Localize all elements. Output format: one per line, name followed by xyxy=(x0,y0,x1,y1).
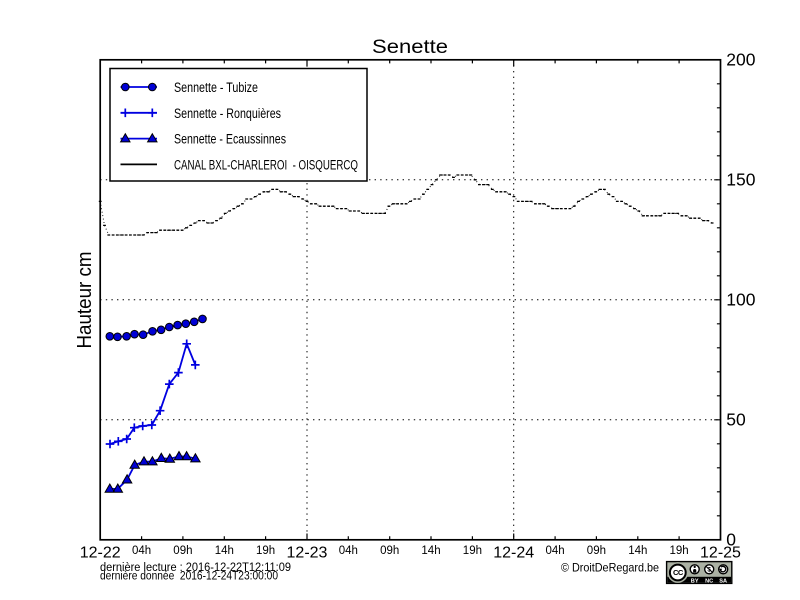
svg-text:0: 0 xyxy=(726,529,736,549)
svg-text:dernière donnée 2016-12-24T23: dernière donnée 2016-12-24T23:00:00 xyxy=(100,571,278,583)
svg-text:12-23: 12-23 xyxy=(287,545,328,562)
svg-text:NC: NC xyxy=(705,578,713,584)
svg-text:04h: 04h xyxy=(132,545,151,557)
svg-text:19h: 19h xyxy=(463,545,482,557)
svg-text:09h: 09h xyxy=(173,545,192,557)
svg-text:SA: SA xyxy=(719,578,727,584)
svg-text:09h: 09h xyxy=(380,545,399,557)
svg-text:04h: 04h xyxy=(339,545,358,557)
svg-text:14h: 14h xyxy=(421,545,440,557)
svg-text:Sennette - Tubize: Sennette - Tubize xyxy=(174,80,258,95)
svg-text:Hauteur cm: Hauteur cm xyxy=(74,252,96,349)
svg-text:14h: 14h xyxy=(628,545,647,557)
svg-text:CANAL BXL-CHARLEROI - OISQUER: CANAL BXL-CHARLEROI - OISQUERCQ xyxy=(174,157,358,172)
svg-text:09h: 09h xyxy=(587,545,606,557)
svg-text:dernière lecture : 2016-12-22T: dernière lecture : 2016-12-22T12:11:09 xyxy=(100,562,291,574)
svg-text:Sennette - Ronquières: Sennette - Ronquières xyxy=(174,106,281,121)
svg-text:100: 100 xyxy=(726,289,755,309)
svg-text:50: 50 xyxy=(726,409,746,429)
svg-text:© DroitDeRegard.be: © DroitDeRegard.be xyxy=(561,561,659,575)
svg-text:19h: 19h xyxy=(256,545,275,557)
svg-text:19h: 19h xyxy=(670,545,689,557)
svg-text:200: 200 xyxy=(726,49,755,69)
svg-text:Senette: Senette xyxy=(372,36,448,58)
svg-text:$: $ xyxy=(707,567,711,574)
svg-text:04h: 04h xyxy=(546,545,565,557)
svg-text:BY: BY xyxy=(691,578,699,584)
svg-text:12-25: 12-25 xyxy=(700,545,741,562)
svg-text:Sennette - Ecaussinnes: Sennette - Ecaussinnes xyxy=(174,132,286,147)
svg-text:CC: CC xyxy=(673,568,684,577)
svg-text:12-24: 12-24 xyxy=(493,545,534,562)
svg-text:150: 150 xyxy=(726,169,755,189)
svg-text:12-22: 12-22 xyxy=(80,545,121,562)
svg-text:14h: 14h xyxy=(215,545,234,557)
